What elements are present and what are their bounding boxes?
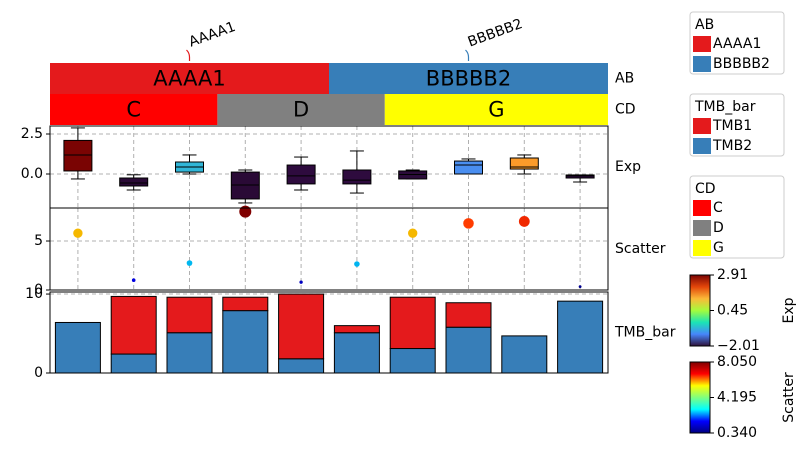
bar-segment [333, 332, 380, 374]
scatter-point [239, 205, 252, 218]
colorbar-tick-label: 0.45 [717, 303, 748, 319]
scatter-point [354, 261, 360, 267]
bar-segment [110, 295, 157, 355]
legend-label: C [713, 200, 723, 216]
legend-swatch [693, 240, 711, 256]
box [119, 177, 149, 187]
box [63, 139, 93, 172]
bar-segment [110, 353, 157, 374]
legend-swatch [693, 200, 711, 216]
colorbar-tick-label: 0.340 [717, 425, 757, 441]
legend-box [689, 11, 785, 75]
scatter-point [186, 260, 193, 266]
track-label: Exp [615, 159, 641, 175]
colorbar-title: Scatter [781, 372, 797, 423]
label-connector [186, 49, 191, 61]
legend-title: TMB_bar [694, 99, 756, 115]
bar-segment [222, 310, 269, 374]
bar-segment [557, 300, 604, 374]
legend-swatch [693, 118, 711, 134]
y-tick-label: 0 [34, 282, 43, 298]
legend-label: TMB1 [712, 118, 752, 134]
top-label: AAAA1 [187, 19, 238, 51]
bar-segment [501, 335, 548, 374]
colorbar [689, 361, 711, 434]
y-tick-label: 2.5 [21, 126, 43, 142]
legend-label: AAAA1 [713, 36, 761, 52]
bar-segment [54, 321, 101, 374]
bar-segment [333, 325, 380, 334]
panel-frame [49, 291, 609, 374]
y-tick-label: 0.0 [21, 166, 43, 182]
category-block [384, 94, 608, 125]
legend-swatch [693, 220, 711, 236]
category-block [217, 94, 385, 125]
legend-label: D [713, 220, 724, 236]
legend-label: TMB2 [712, 138, 752, 154]
category-block [50, 94, 218, 125]
scatter-point [518, 216, 530, 227]
bar-segment [389, 348, 436, 374]
legend-box [689, 93, 785, 157]
legend-swatch [693, 138, 711, 154]
legend-swatch [693, 36, 711, 52]
category-label: D [293, 98, 309, 122]
y-tick-label: 5 [34, 233, 43, 249]
colorbar-title: Exp [781, 297, 797, 323]
bar-segment [445, 302, 492, 328]
bar-segment [278, 293, 325, 360]
label-connector [465, 49, 470, 61]
scatter-point [463, 218, 474, 229]
scatter-point [73, 228, 83, 238]
bar-segment [166, 296, 213, 334]
scatter-point [131, 278, 136, 283]
bar-segment [222, 296, 269, 312]
legend-label: BBBBB2 [713, 56, 770, 72]
box [509, 157, 539, 170]
y-tick-label: 10 [25, 286, 43, 302]
legend-label: G [713, 240, 724, 256]
panel-frame [49, 207, 609, 291]
colorbar-tick-label: 4.195 [717, 390, 757, 406]
scatter-point [578, 285, 582, 289]
colorbar-tick-label: −2.01 [717, 338, 760, 354]
category-block [329, 63, 608, 94]
y-tick-label: 0 [34, 365, 43, 381]
track-label: TMB_bar [614, 325, 676, 341]
top-label: BBBBB2 [466, 16, 525, 51]
box [565, 174, 595, 179]
legend-title: AB [695, 17, 714, 33]
legend-box [689, 175, 785, 259]
track-label: CD [615, 102, 636, 118]
track-label: Scatter [615, 241, 666, 257]
category-label: BBBBB2 [426, 67, 511, 91]
colorbar [689, 274, 711, 347]
scatter-point [408, 228, 418, 238]
bar-segment [278, 358, 325, 374]
bar-segment [445, 326, 492, 374]
legend-title: CD [695, 181, 716, 197]
box [286, 164, 316, 185]
legend-swatch [693, 56, 711, 72]
bar-segment [389, 296, 436, 350]
bar-segment [166, 332, 213, 374]
category-label: C [126, 98, 141, 122]
colorbar-tick-label: 2.91 [717, 267, 748, 283]
category-label: AAAA1 [153, 67, 226, 91]
category-block [50, 63, 329, 94]
box [454, 160, 483, 175]
scatter-point [299, 280, 303, 284]
colorbar-tick-label: 8.050 [717, 354, 757, 370]
box [342, 169, 372, 185]
category-label: G [488, 98, 504, 122]
track-label: AB [615, 71, 634, 87]
